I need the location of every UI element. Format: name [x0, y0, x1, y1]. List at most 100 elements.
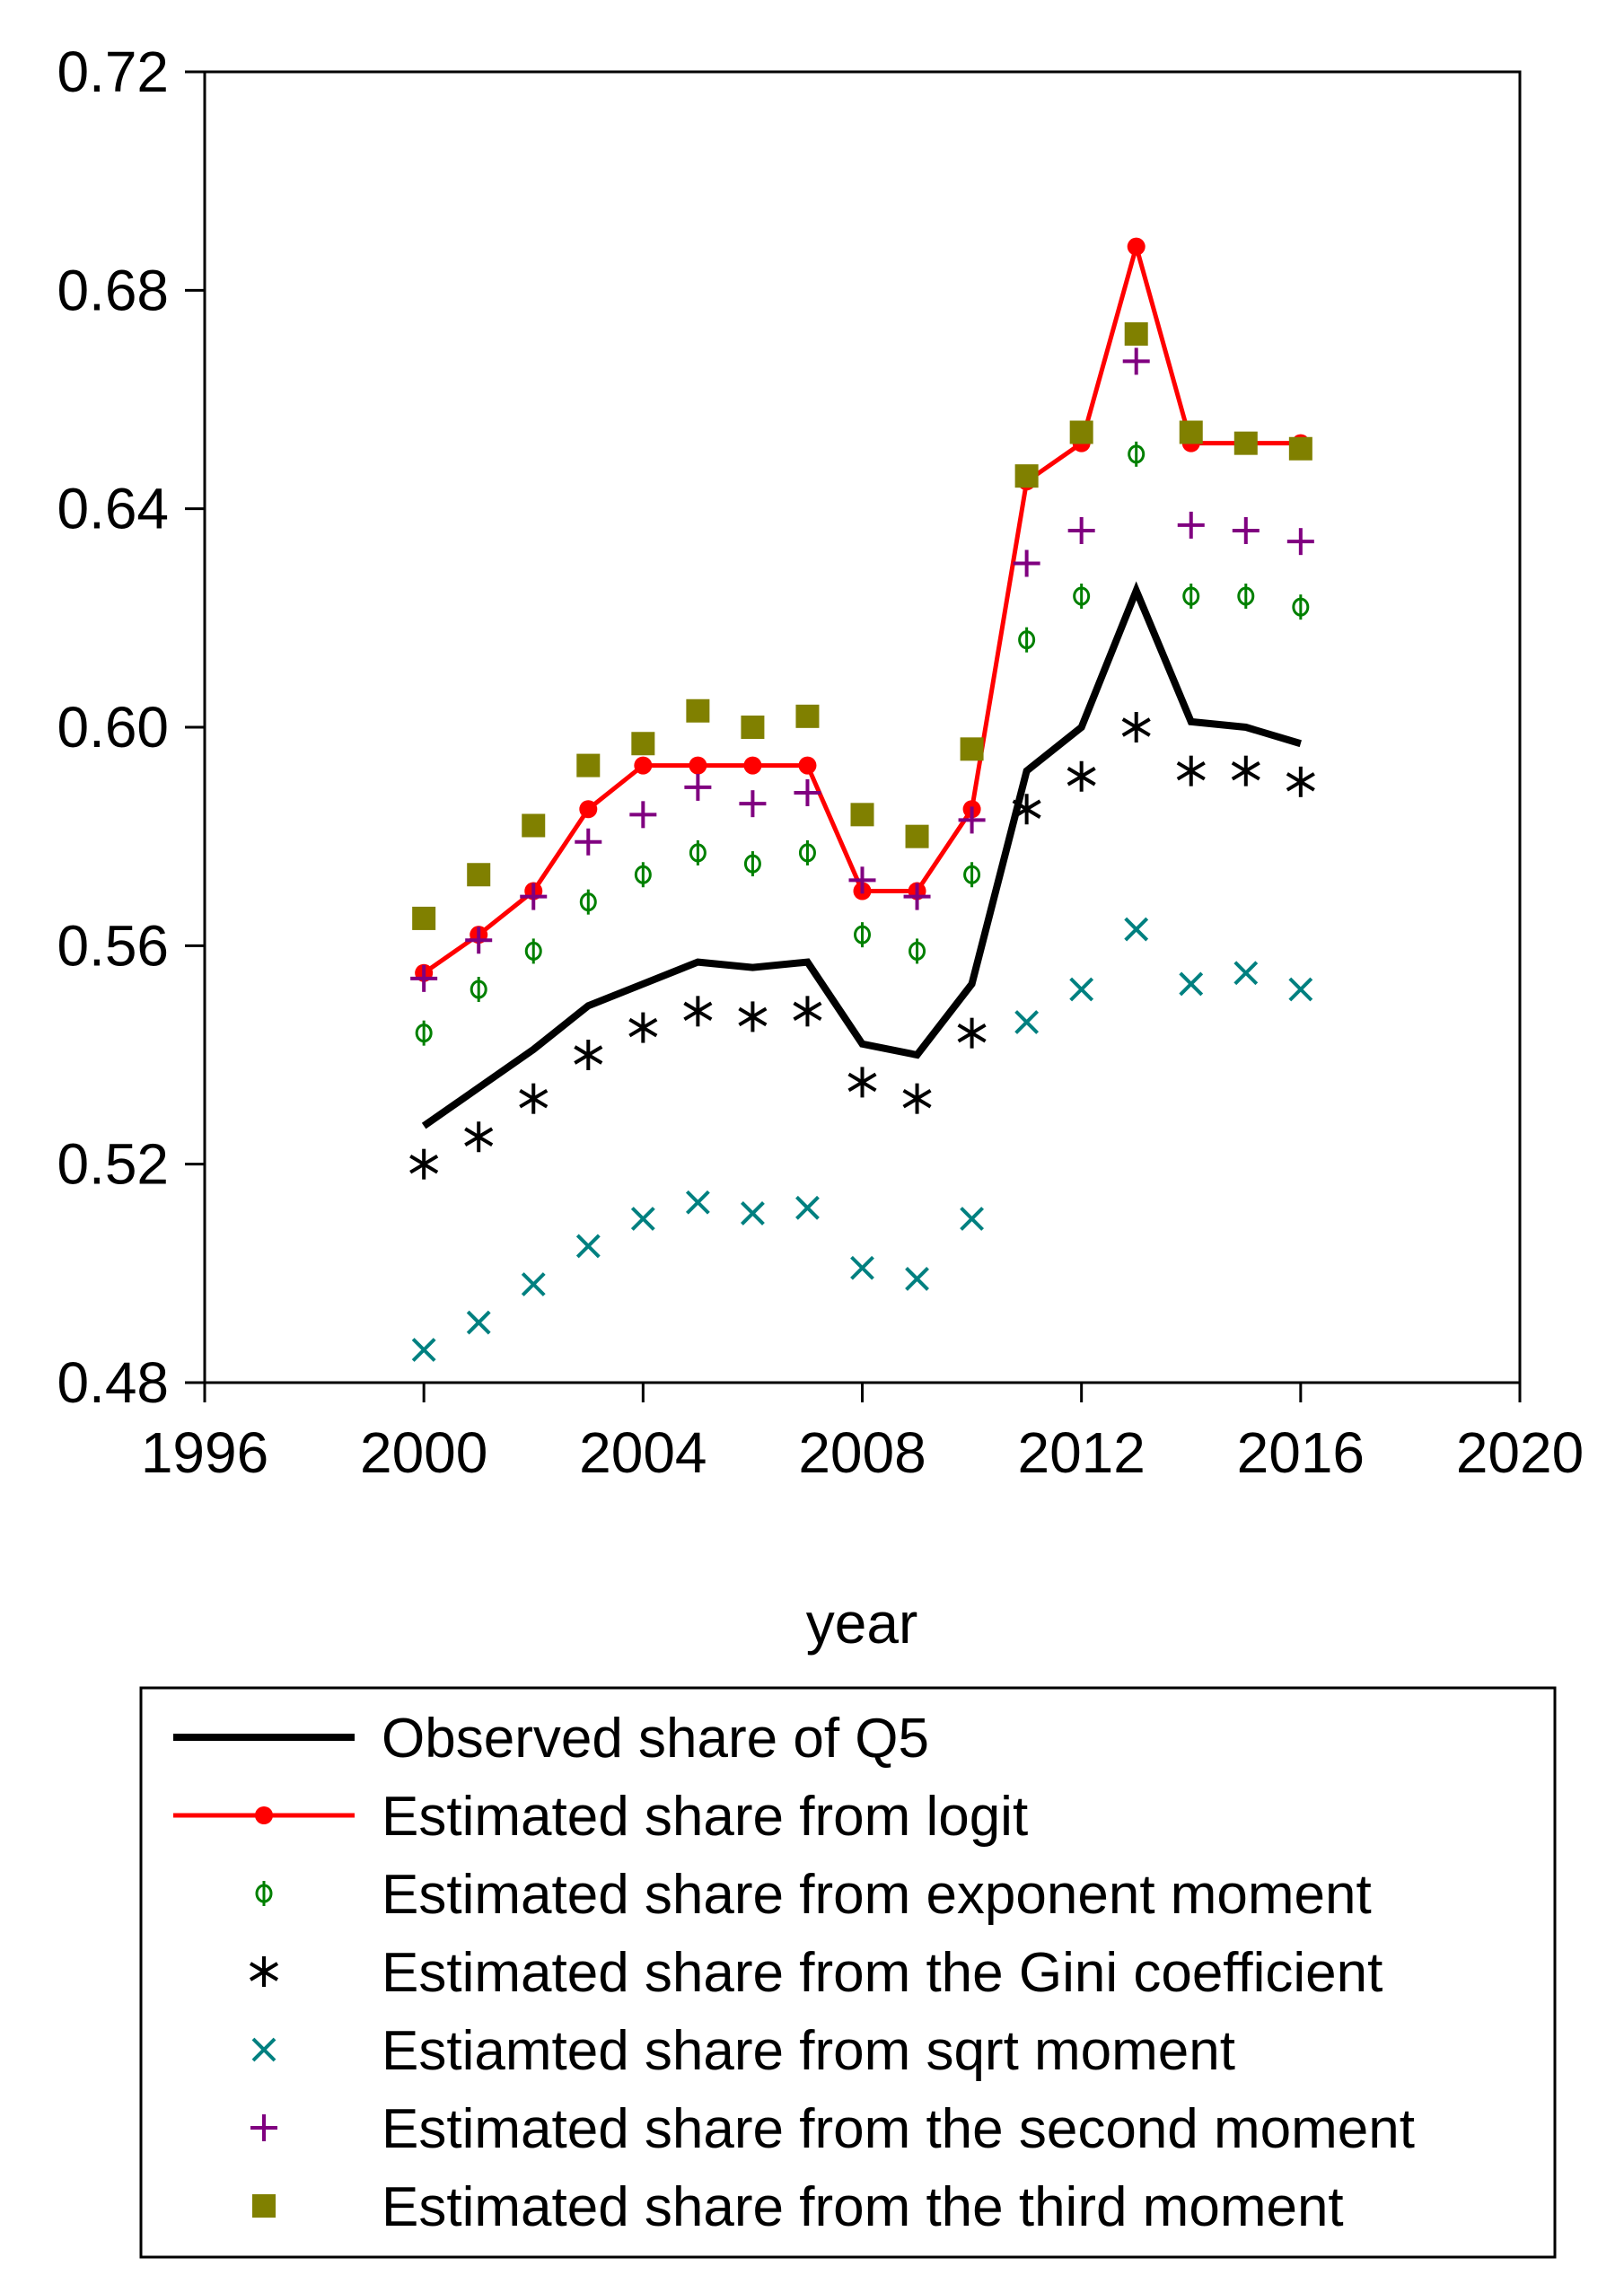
data-point	[579, 800, 598, 819]
data-point	[1182, 584, 1200, 609]
data-point	[629, 801, 657, 829]
data-point	[739, 790, 767, 818]
legend: Observed share of Q5 Estimated share from…	[139, 1686, 1557, 2259]
data-point	[576, 753, 601, 778]
data-point	[466, 1310, 491, 1335]
legend-label: Estimated share from the Gini coefficien…	[382, 1942, 1383, 2004]
square	[1124, 322, 1148, 346]
data-point	[741, 716, 765, 739]
y-tick-label: 0.52	[57, 1132, 169, 1197]
y-tick-label: 0.68	[57, 258, 169, 322]
square	[522, 813, 546, 838]
data-point	[1288, 436, 1312, 461]
x-tick-label: 2000	[360, 1420, 487, 1485]
data-point	[1012, 794, 1041, 825]
y-tick-label: 0.48	[57, 1350, 169, 1415]
legend-label: Observed share of Q5	[382, 1708, 929, 1770]
data-point	[686, 698, 710, 723]
y-tick-label: 0.60	[57, 695, 169, 760]
data-point	[1018, 627, 1036, 653]
series-5	[410, 347, 1314, 992]
data-point	[743, 756, 762, 775]
data-point	[689, 756, 707, 775]
data-point	[1286, 766, 1315, 797]
data-point	[909, 938, 926, 964]
data-point	[412, 906, 436, 930]
x-stroke	[1069, 977, 1094, 1002]
x-tick-label: 2008	[798, 1420, 926, 1485]
data-point	[1179, 420, 1203, 444]
asterisk-stroke	[249, 1962, 279, 1981]
dot	[579, 800, 598, 819]
data-point	[685, 1190, 710, 1215]
square	[905, 824, 929, 848]
legend-entry: Estimated share from the Gini coefficien…	[249, 1942, 1383, 2004]
asterisk-stroke	[1067, 767, 1096, 786]
data-point	[1014, 1010, 1040, 1034]
data-point	[847, 1067, 877, 1098]
asterisk-stroke	[1121, 717, 1151, 737]
series-6	[412, 322, 1312, 930]
legend-box	[139, 1686, 1557, 2259]
dot	[634, 756, 653, 775]
asterisk-stroke	[902, 1088, 932, 1109]
plot-area: 0.48 0.52 0.56 0.60 0.64 0.68 0.72 1996 2000 2004…	[57, 40, 1584, 1485]
data-point	[850, 803, 874, 827]
data-point	[1013, 549, 1040, 577]
series-2	[415, 441, 1310, 1046]
data-point	[684, 773, 712, 801]
data-point	[1233, 961, 1259, 986]
x-stroke	[685, 1190, 710, 1215]
data-point	[794, 779, 821, 806]
square	[1288, 436, 1312, 461]
data-point	[1233, 431, 1258, 455]
x-stroke	[960, 1207, 984, 1231]
data-point	[963, 862, 981, 888]
data-point	[575, 1234, 601, 1259]
legend-entry: Estimated share from exponent moment	[255, 1864, 1372, 1926]
data-point	[470, 977, 487, 1002]
legend-entry: Estimated share from the third moment	[252, 2176, 1344, 2238]
data-point	[1121, 712, 1151, 742]
square	[850, 803, 874, 827]
x-stroke	[466, 1310, 491, 1335]
asterisk-stroke	[409, 1154, 439, 1174]
legend-entry: Observed share of Q5	[173, 1708, 929, 1770]
data-point	[1069, 977, 1094, 1002]
legend-label: Estimated share from exponent moment	[382, 1864, 1372, 1926]
legend-swatch-marker	[251, 2037, 277, 2062]
data-point	[415, 1020, 433, 1046]
data-point	[1014, 464, 1039, 488]
data-point	[521, 1272, 546, 1296]
legend-label: Estiamted share from sqrt moment	[382, 2020, 1235, 2082]
data-point	[634, 756, 653, 775]
square	[1069, 420, 1093, 444]
dot	[798, 756, 817, 775]
square	[960, 737, 984, 761]
legend-label: Estimated share from the second moment	[382, 2098, 1415, 2160]
asterisk-stroke	[738, 1006, 768, 1027]
series-0	[421, 581, 1302, 1129]
series-line	[422, 238, 1301, 975]
asterisk-stroke	[957, 1023, 987, 1043]
data-point	[1232, 517, 1260, 544]
asterisk-stroke	[519, 1088, 549, 1109]
legend-entry: Estiamted share from sqrt moment	[251, 2020, 1235, 2082]
x-tick-label: 2016	[1237, 1420, 1365, 1485]
data-point	[1128, 441, 1146, 467]
data-point	[574, 1040, 603, 1070]
data-point	[1286, 528, 1314, 556]
data-point	[631, 732, 655, 756]
data-point	[524, 938, 542, 964]
data-point	[465, 927, 493, 954]
data-point	[579, 889, 597, 915]
square	[1233, 431, 1258, 455]
plot-frame	[203, 70, 1522, 1384]
data-point	[795, 704, 820, 728]
asterisk-stroke	[1286, 772, 1315, 792]
data-point	[520, 883, 548, 910]
data-point	[795, 1195, 820, 1220]
legend-swatch-marker	[255, 1806, 273, 1824]
asterisk-stroke	[464, 1127, 494, 1146]
